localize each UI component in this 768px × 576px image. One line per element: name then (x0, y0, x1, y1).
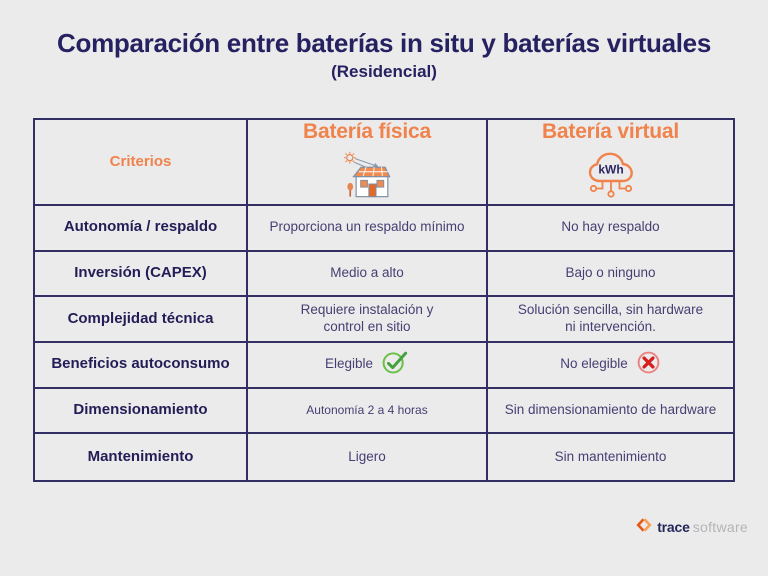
fisica-cell-text: Elegible (324, 356, 374, 372)
virtual-cell: Sin dimensionamiento de hardware (488, 389, 733, 435)
row-label: Dimensionamiento (35, 388, 248, 435)
row-label: Complejidad técnica (35, 297, 248, 343)
cross-circle-icon (636, 350, 661, 380)
header-cell-fisica: Batería física (248, 120, 488, 206)
fisica-cell: Autonomía 2 a 4 horas (248, 388, 488, 435)
svg-text:kWh: kWh (598, 162, 623, 176)
solar-house-icon (338, 149, 396, 205)
virtual-cell: Bajo o ninguno (488, 252, 733, 298)
fisica-cell: Medio a alto (248, 251, 488, 298)
virtual-header-label: Batería virtual (541, 120, 680, 144)
header-cell-virtual: Batería virtual kWh (488, 120, 733, 206)
row-label: Autonomía / respaldo (35, 206, 248, 252)
kwh-cloud-icon: kWh (583, 149, 639, 205)
trace-software-logo: trace software (636, 517, 748, 536)
page-subtitle: (Residencial) (331, 62, 437, 81)
virtual-cell-text: No elegible (560, 356, 628, 372)
page-title: Comparación entre baterías in situ y bat… (57, 28, 711, 58)
virtual-cell: Sin mantenimiento (554, 448, 667, 464)
virtual-cell: No elegible (488, 343, 733, 389)
trace-logo-icon (636, 517, 652, 536)
fisica-cell: Proporciona un respaldo mínimo (248, 206, 488, 252)
virtual-cell: No hay respaldo (488, 206, 733, 252)
header-cell-criteria: Criterios (35, 120, 248, 206)
fisica-header-label: Batería física (303, 120, 431, 144)
virtual-cell-text: Solución sencilla, sin hardware ni inter… (517, 302, 704, 335)
row-label: Inversión (CAPEX) (35, 251, 248, 298)
fisica-cell: Elegible (248, 343, 488, 389)
fisica-cell-text: Requiere instalación y control en sitio (300, 302, 434, 335)
fisica-cell: Requiere instalación y control en sitio (248, 297, 488, 343)
row-label: Beneficios autoconsumo (35, 343, 248, 389)
logo-suffix-text: software (692, 518, 748, 535)
row-label: Mantenimiento (35, 434, 248, 480)
logo-brand-text: trace (657, 518, 690, 535)
virtual-cell: Solución sencilla, sin hardware ni inter… (488, 297, 733, 343)
comparison-table: Criterios Batería física (33, 118, 735, 482)
criteria-header-label: Criterios (109, 152, 172, 170)
fisica-cell: Ligero (248, 434, 488, 480)
check-circle-icon (381, 349, 409, 380)
